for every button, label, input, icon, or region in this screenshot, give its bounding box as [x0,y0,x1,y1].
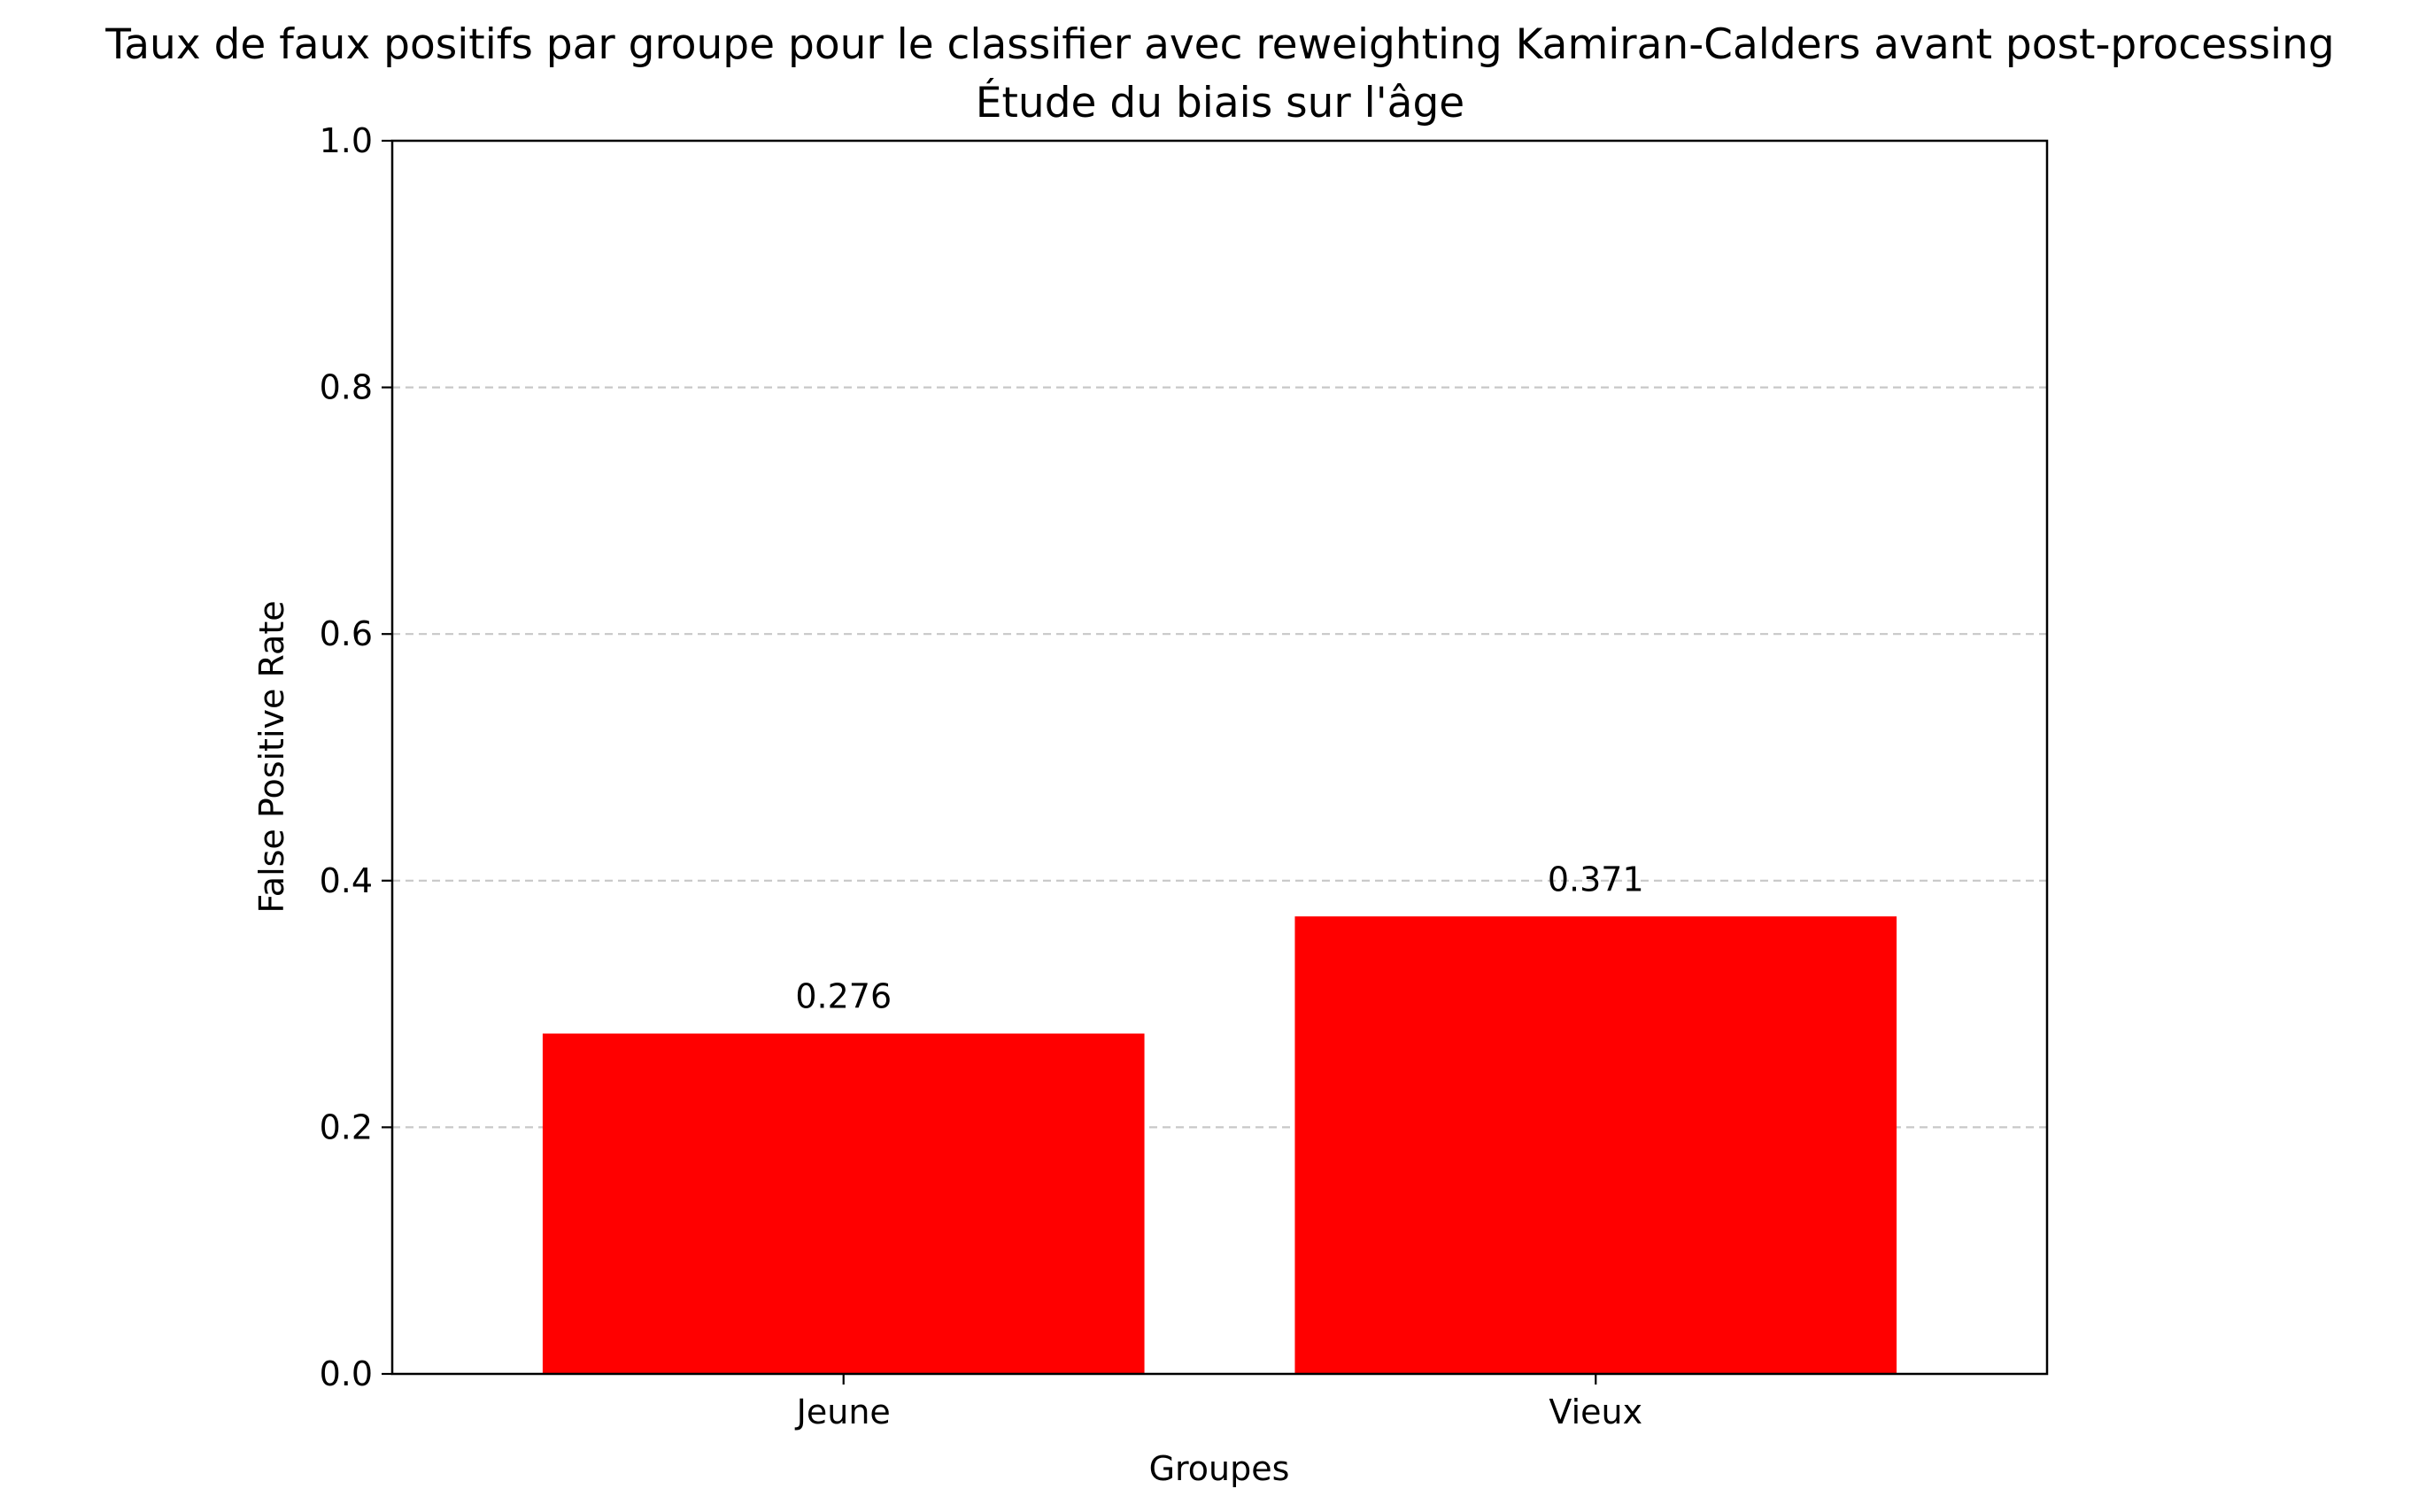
chart-title: Taux de faux positifs par groupe pour le… [104,20,2334,69]
y-axis-label: False Positive Rate [252,600,291,913]
x-axis-label: Groupes [1149,1449,1290,1488]
data-label: 0.276 [795,977,892,1016]
y-tick-label: 0.6 [320,614,373,653]
bar-jeune [542,1033,1145,1374]
x-axis-ticks: Jeune Vieux [795,1374,1642,1431]
y-tick-label: 0.4 [320,861,373,900]
x-tick-label: Jeune [795,1392,891,1431]
chart-subtitle: Étude du biais sur l'âge [976,79,1464,127]
bar-vieux [1294,916,1897,1374]
bars [542,916,1897,1374]
y-tick-label: 0.2 [320,1107,373,1146]
y-tick-label: 1.0 [320,121,373,160]
y-axis-ticks: 0.0 0.2 0.4 0.6 0.8 1.0 [320,121,392,1393]
data-label: 0.371 [1548,860,1644,899]
grid-lines [392,386,2047,1129]
y-tick-label: 0.8 [320,368,373,407]
value-labels: 0.276 0.371 [795,860,1643,1015]
x-tick-label: Vieux [1549,1392,1642,1431]
y-tick-label: 0.0 [320,1354,373,1393]
plot-area-frame [390,139,2049,1376]
